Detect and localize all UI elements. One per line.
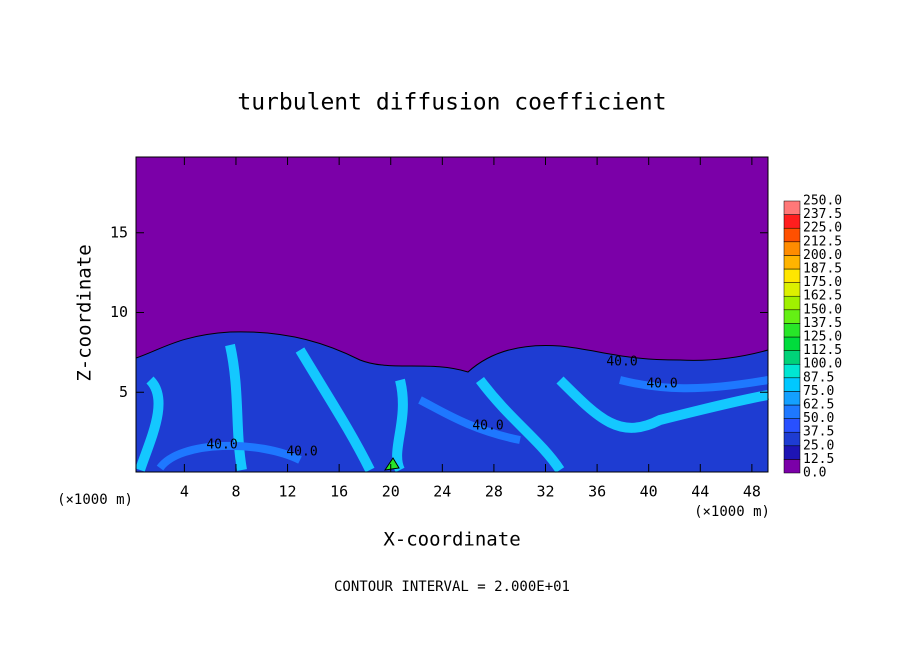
colorbar-swatch	[783, 377, 801, 392]
colorbar-swatch	[783, 200, 801, 215]
colorbar-label: 237.5	[803, 207, 842, 222]
x-axis-label: X-coordinate	[383, 529, 520, 551]
colorbar-swatch	[783, 268, 801, 283]
colorbar-label: 250.0	[803, 194, 842, 209]
colorbar-label: 25.0	[803, 438, 834, 453]
colorbar-swatch	[783, 214, 801, 229]
colorbar-swatch	[783, 241, 801, 256]
colorbar-label: 12.5	[803, 452, 834, 467]
colorbar-label: 100.0	[803, 357, 842, 372]
colorbar-swatch	[783, 431, 801, 447]
colorbar-swatch	[783, 350, 801, 365]
colorbar-label: 162.5	[803, 289, 842, 304]
colorbar-swatch	[783, 418, 801, 433]
colorbar-label: 87.5	[803, 370, 834, 385]
colorbar-label: 150.0	[803, 302, 842, 317]
colorbar-label: 212.5	[803, 234, 842, 249]
x-tick-label: 36	[588, 483, 606, 501]
contour-label: 40.0	[206, 438, 237, 453]
colorbar-swatch	[783, 309, 801, 324]
x-tick-label: 16	[330, 483, 348, 501]
x-tick-label: 44	[691, 483, 709, 501]
field-streak	[156, 376, 769, 471]
colorbar-label: 37.5	[803, 425, 834, 440]
colorbar-swatch	[783, 336, 801, 351]
colorbar-swatch	[783, 363, 801, 379]
contour-label: 40.0	[472, 419, 503, 434]
colorbar-swatch	[783, 404, 801, 419]
colorbar-label: 175.0	[803, 275, 842, 290]
field-spot	[383, 457, 400, 471]
contour-label: 40.0	[646, 377, 677, 392]
x-tick-label: 28	[485, 483, 503, 501]
colorbar-swatch	[783, 459, 801, 474]
colorbar-label: 200.0	[803, 248, 842, 263]
colorbar-label: 112.5	[803, 343, 842, 358]
colorbar-label: 62.5	[803, 398, 834, 413]
x-tick-label: 8	[231, 483, 240, 501]
colorbar-swatch	[783, 445, 801, 460]
y-axis-label: Z-coordinate	[74, 244, 96, 381]
colorbar-label: 75.0	[803, 384, 834, 399]
contour-label: 40.0	[286, 445, 317, 460]
field-region	[135, 331, 769, 473]
colorbar-label: 0.0	[803, 466, 826, 481]
colorbar-swatch	[783, 295, 801, 311]
x-unit-left: (×1000 m)	[57, 492, 133, 508]
x-tick-label: 48	[743, 483, 761, 501]
colorbar-label: 125.0	[803, 330, 842, 345]
x-tick-label: 24	[433, 483, 451, 501]
plot-frame	[135, 156, 769, 473]
x-tick-label: 4	[180, 483, 189, 501]
x-unit: (×1000 m)	[694, 504, 770, 520]
colorbar-swatch	[783, 323, 801, 338]
field-streak	[135, 343, 769, 473]
x-tick-label: 12	[279, 483, 297, 501]
y-tick-label: 15	[110, 223, 128, 241]
field	[135, 331, 769, 473]
colorbar-swatch	[783, 227, 801, 243]
footer-note: CONTOUR INTERVAL = 2.000E+01	[334, 579, 570, 595]
chart-title: turbulent diffusion coefficient	[237, 90, 666, 116]
x-tick-label: 20	[382, 483, 400, 501]
x-tick-label: 32	[536, 483, 554, 501]
colorbar-swatch	[783, 391, 801, 406]
y-tick-label: 10	[110, 303, 128, 321]
colorbar-label: 137.5	[803, 316, 842, 331]
y-tick-label: 5	[119, 383, 128, 401]
colorbar-label: 225.0	[803, 221, 842, 236]
colorbar-swatch	[783, 255, 801, 270]
colorbar-swatch	[783, 282, 801, 297]
contour-label: 40.0	[606, 355, 637, 370]
x-tick-label: 40	[640, 483, 658, 501]
colorbar-label: 50.0	[803, 411, 834, 426]
colorbar-label: 187.5	[803, 262, 842, 277]
